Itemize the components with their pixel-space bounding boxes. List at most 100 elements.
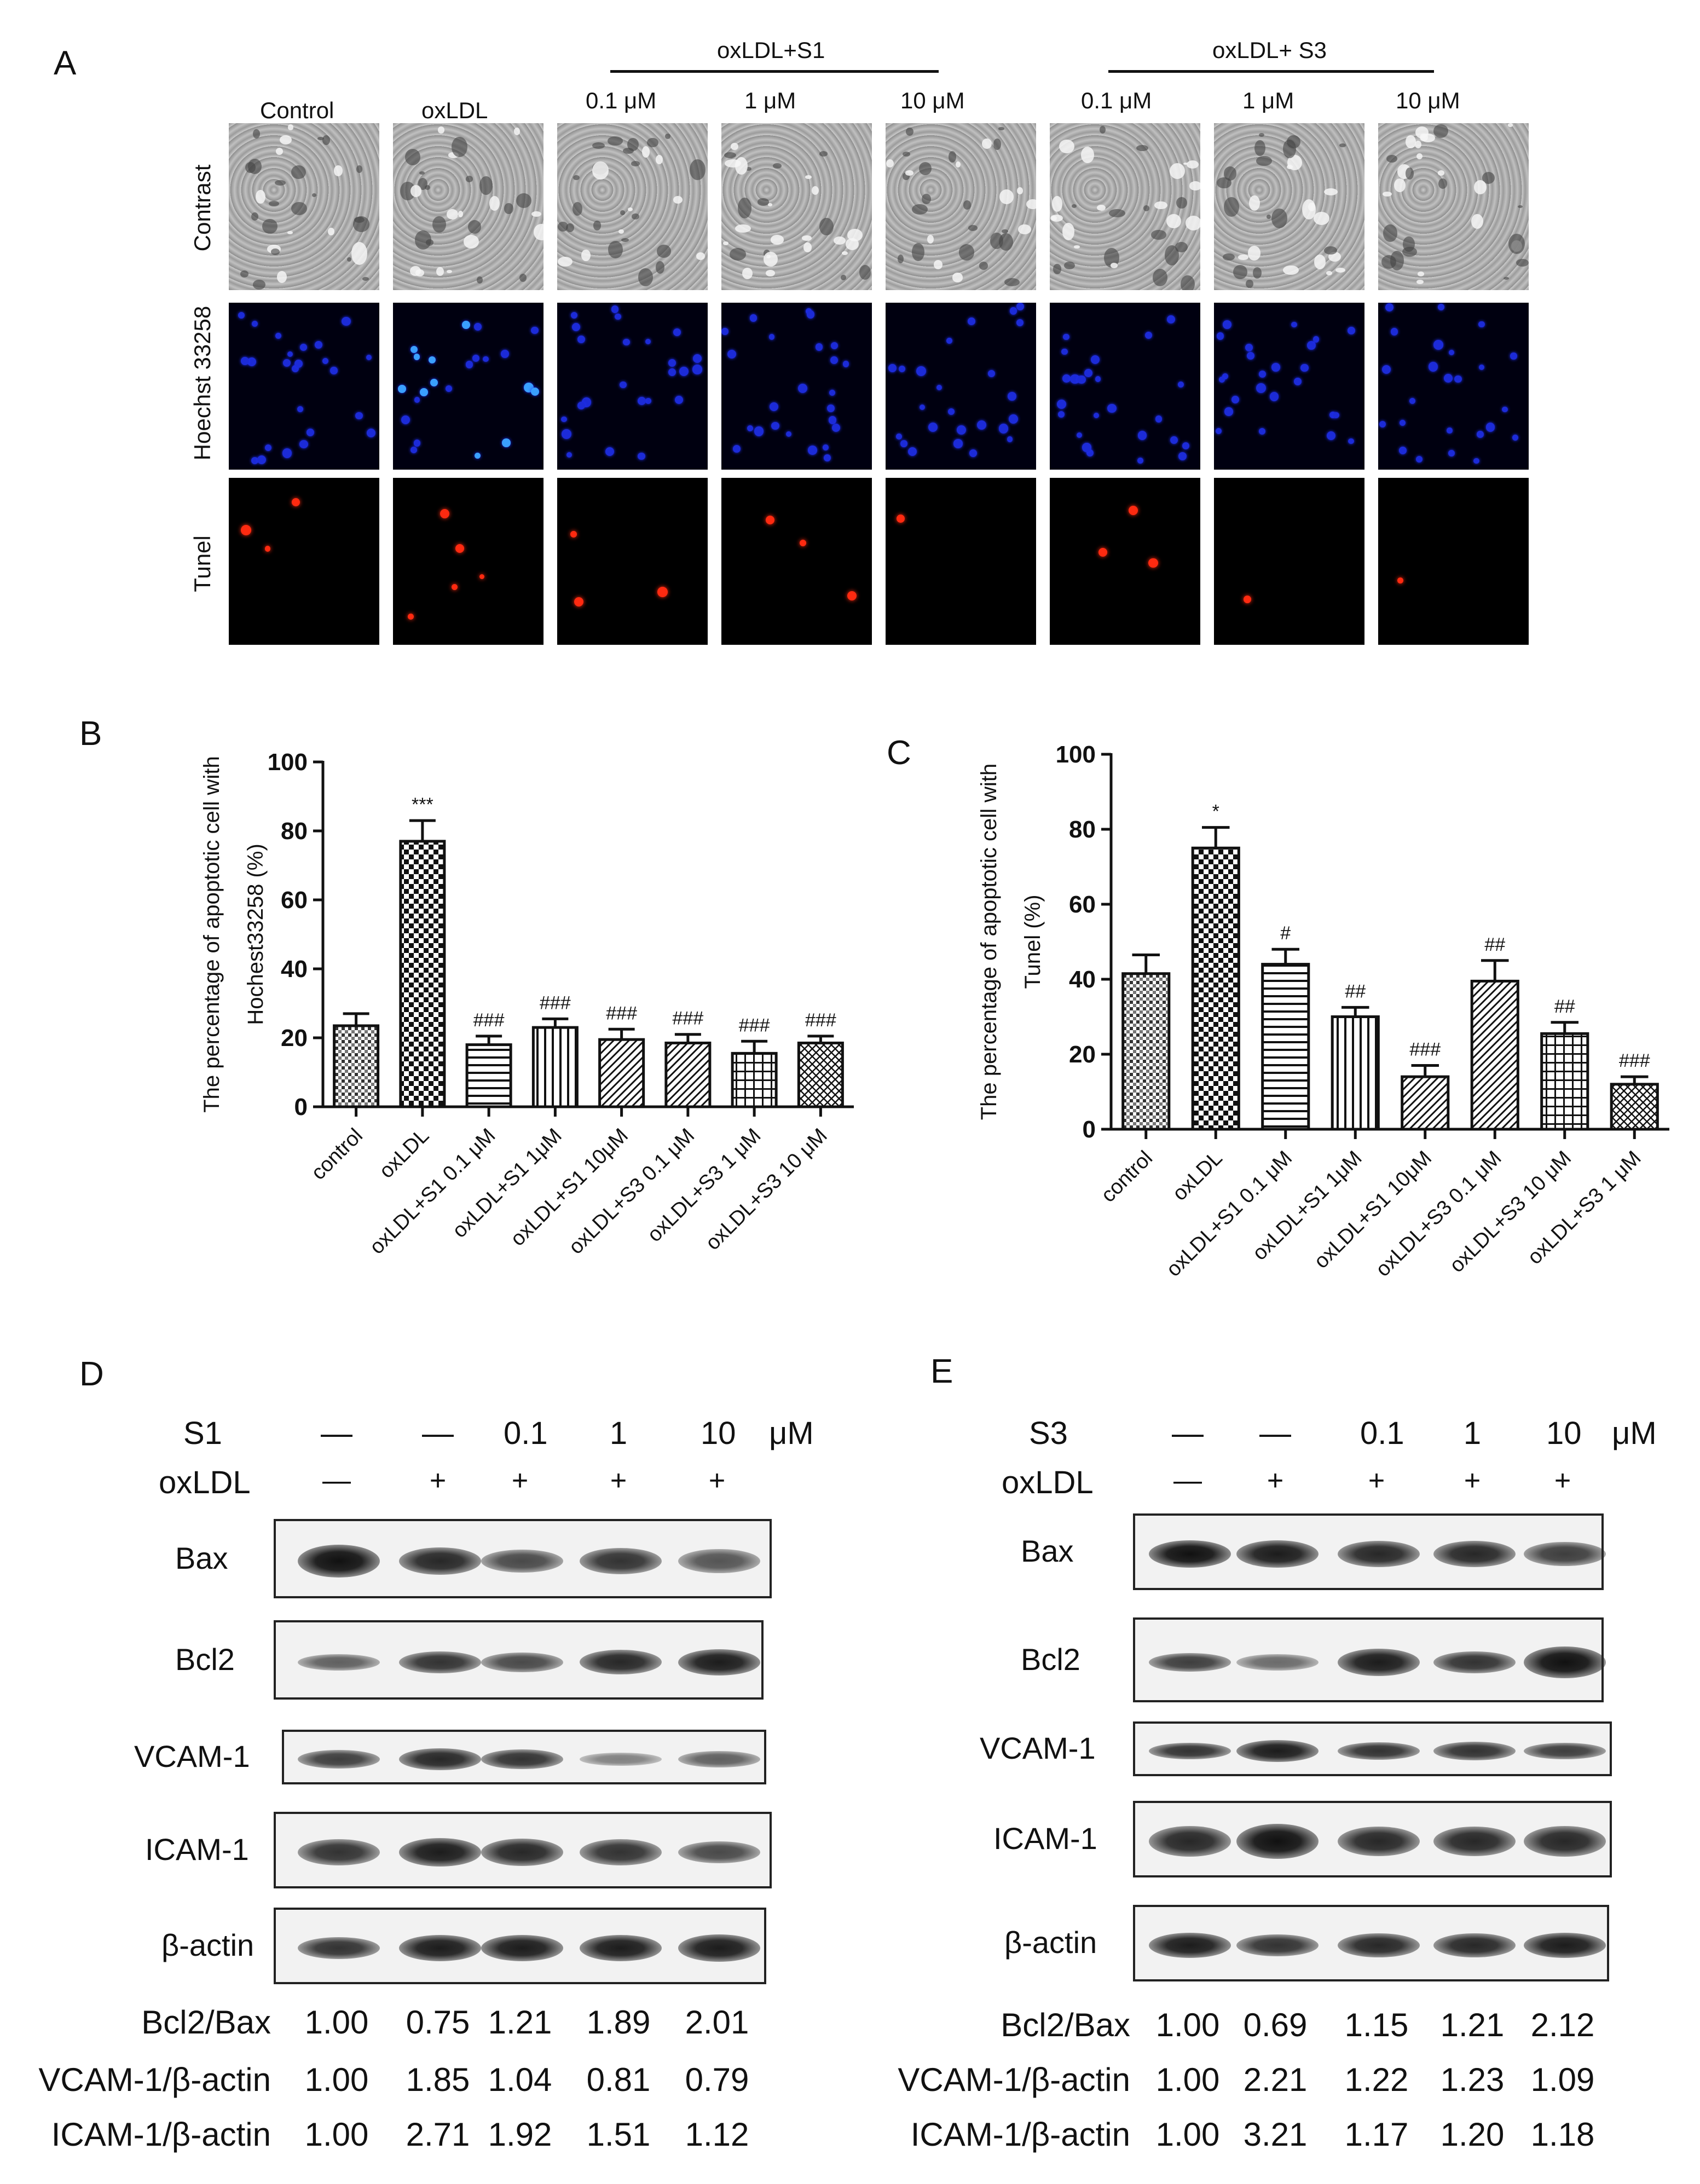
blot-label: β-actin (1004, 1925, 1097, 1960)
blot-band (1149, 1933, 1231, 1958)
blot-band (1236, 1740, 1319, 1762)
blot-band (1149, 1743, 1231, 1759)
y-tick-label: 0 (294, 1094, 308, 1120)
column-label: 10 μM (1396, 88, 1460, 113)
blot-band (1236, 1654, 1319, 1671)
ratio-value: 1.00 (304, 2004, 369, 2041)
blot-label: VCAM-1 (134, 1739, 250, 1773)
panel-a-letter: A (54, 44, 77, 82)
blot-image (274, 1812, 772, 1888)
contrast-micrograph (1214, 123, 1364, 290)
blot-band (678, 1934, 760, 1962)
ratio-value: 1.00 (304, 2116, 369, 2153)
x-tick-label: oxLDL+S3 0.1 μM (564, 1124, 699, 1259)
treatment-value: 10 (1546, 1415, 1582, 1451)
x-tick-label: oxLDL (375, 1124, 433, 1183)
blot-band (580, 1753, 662, 1766)
blot-label: ICAM-1 (993, 1821, 1097, 1856)
significance-label: ### (473, 1010, 505, 1031)
ratio-value: 1.51 (586, 2116, 651, 2153)
oxldl-value: — (322, 1465, 351, 1497)
hoechst-micrograph (1214, 303, 1364, 470)
blot-image (274, 1908, 766, 1984)
treatment-value: 1 (609, 1415, 628, 1451)
blot-band (481, 1652, 563, 1672)
bar (1331, 1015, 1380, 1131)
oxldl-value: + (708, 1465, 726, 1497)
hoechst-micrograph (557, 303, 708, 470)
ratio-value: 1.22 (1344, 2061, 1409, 2098)
treatment-value: — (321, 1415, 352, 1451)
bar (1121, 972, 1171, 1131)
treatment-value: — (1259, 1415, 1291, 1451)
blot-band (1433, 1827, 1516, 1856)
x-tick-label: oxLDL+S3 10 μM (701, 1124, 832, 1255)
treatment-value: 10 (701, 1415, 736, 1451)
ratio-label: VCAM-1/β-actin (898, 2061, 1130, 2098)
treatment-value: 0.1 (504, 1415, 548, 1451)
tunel-micrograph (886, 478, 1036, 645)
bar (1261, 963, 1310, 1131)
blot-band (298, 1937, 380, 1959)
oxldl-value: + (610, 1465, 627, 1497)
unit-label: μM (769, 1415, 814, 1451)
treatment-value: 0.1 (1360, 1415, 1404, 1451)
oxldl-value: + (1464, 1465, 1481, 1497)
blot-band (399, 1547, 481, 1575)
ratio-value: 2.71 (406, 2116, 470, 2153)
treatment-value: — (1172, 1415, 1204, 1451)
significance-label: ### (1409, 1039, 1441, 1060)
ratio-value: 1.00 (1155, 2061, 1220, 2098)
group-line-s3 (1108, 70, 1434, 73)
treatment-label: S3 (1029, 1415, 1068, 1451)
significance-label: ## (1554, 996, 1575, 1017)
significance-label: * (1212, 801, 1219, 822)
y-tick-label: 80 (281, 818, 308, 845)
panel-c-letter: C (887, 734, 911, 772)
oxldl-value: — (1173, 1465, 1202, 1497)
y-tick-label: 20 (1069, 1041, 1096, 1068)
blot-image (282, 1730, 766, 1784)
column-label: oxLDL (421, 97, 488, 123)
ratio-value: 1.21 (1440, 2007, 1505, 2043)
blot-band (298, 1839, 380, 1865)
y-tick-label: 20 (281, 1025, 308, 1051)
oxldl-value: + (511, 1465, 529, 1497)
blot-band (1149, 1540, 1231, 1568)
blot-image (274, 1620, 764, 1700)
x-tick-label: oxLDL+S3 0.1 μM (1372, 1147, 1506, 1281)
oxldl-label: oxLDL (159, 1465, 251, 1500)
bar (1610, 1083, 1659, 1131)
x-tick-label: oxLDL (1168, 1147, 1227, 1205)
oxldl-value: + (1554, 1465, 1571, 1497)
x-tick-label: oxLDL+S3 10 μM (1445, 1147, 1576, 1278)
significance-label: ### (606, 1003, 637, 1024)
x-tick-label: control (1097, 1147, 1157, 1207)
x-tick-label: oxLDL+S1 0.1 μM (365, 1124, 500, 1259)
significance-label: ### (673, 1008, 704, 1029)
ratio-value: 1.18 (1530, 2116, 1595, 2153)
oxldl-value: + (429, 1465, 447, 1497)
bar (1540, 1032, 1589, 1131)
bar (797, 1041, 844, 1108)
blot-image (1133, 1513, 1606, 1590)
ratio-value: 1.85 (406, 2061, 470, 2098)
ratio-value: 0.79 (685, 2061, 749, 2098)
blot-band (1149, 1653, 1231, 1672)
blot-band (298, 1654, 380, 1671)
tunel-micrograph (1050, 478, 1200, 645)
significance-label: # (1280, 923, 1291, 944)
ratio-value: 0.81 (586, 2061, 651, 2098)
blot-label: β-actin (161, 1928, 255, 1962)
ratio-value: 1.00 (1155, 2007, 1220, 2043)
blot-band (1236, 1824, 1319, 1859)
chart-c-apoptosis-tunel: 0 20 40 60 80 100 The percentage of apoptotic … (977, 741, 1669, 1281)
ratio-value: 1.00 (1155, 2116, 1220, 2153)
ratio-value: 0.75 (406, 2004, 470, 2041)
ratio-value: 1.17 (1344, 2116, 1409, 2153)
tunel-micrograph (1378, 478, 1529, 645)
significance-label: *** (412, 794, 433, 815)
treatment-label: S1 (183, 1415, 222, 1451)
group-line-s1 (610, 70, 939, 73)
ratio-value: 1.09 (1530, 2061, 1595, 2098)
